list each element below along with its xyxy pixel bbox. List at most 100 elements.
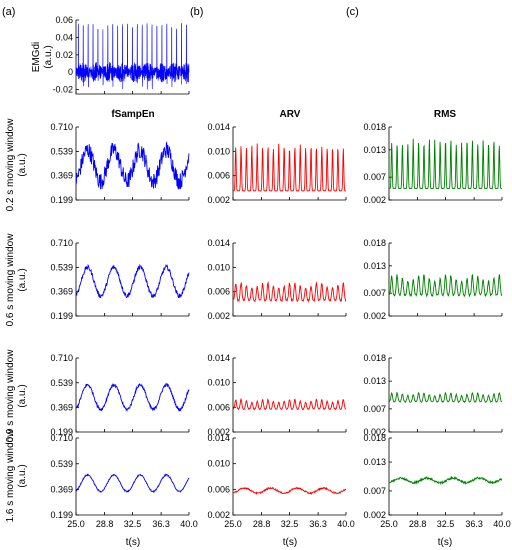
y-tick-label: 0.018 xyxy=(363,433,386,443)
x-tick-label: 28.8 xyxy=(253,519,271,529)
y-tick-label: 0.199 xyxy=(50,311,73,321)
x-tick-label: 28.8 xyxy=(96,519,114,529)
subplot-b-row1: 0.014 0.010 0.006 0.002 xyxy=(207,122,347,205)
y-tick-label: 0.010 xyxy=(207,378,230,388)
y-tick-label: 0.199 xyxy=(50,195,73,205)
x-tick-label: 36.3 xyxy=(309,519,327,529)
y-tick-label: 0.007 xyxy=(363,172,386,182)
row-ylabel-3-unit: (a.u.) xyxy=(17,384,28,407)
subplot-c-row1: 0.018 0.013 0.007 0.002 xyxy=(363,122,503,205)
series-line xyxy=(388,391,503,404)
y-tick-label: 0.002 xyxy=(207,195,230,205)
series-line xyxy=(75,140,190,190)
x-tick-label: 32.5 xyxy=(281,519,299,529)
axis-lines xyxy=(388,243,502,317)
y-tick-label: 0.002 xyxy=(207,510,230,520)
y-tick-label: 0.006 xyxy=(207,402,230,412)
y-tick-label: 0.369 xyxy=(50,484,73,494)
axis-lines xyxy=(232,438,346,516)
x-tick-label: 40.0 xyxy=(337,519,355,529)
y-tick-label: 0.007 xyxy=(363,288,386,298)
y-tick-label: 0.710 xyxy=(50,353,73,363)
xlabel-b: t(s) xyxy=(283,537,297,548)
y-tick-label: 0.002 xyxy=(207,427,230,437)
x-tick-label: 40.0 xyxy=(493,519,511,529)
panel-label-a: (a) xyxy=(2,6,15,18)
y-tick-label: 0.013 xyxy=(363,145,386,155)
row-ylabel-1-unit: (a.u.) xyxy=(17,153,28,176)
y-tick-label: 0.006 xyxy=(207,484,230,494)
y-tick-label: 0.010 xyxy=(207,262,230,272)
y-tick-label: 0.013 xyxy=(363,261,386,271)
emg-ylabel: EMGdi (a.u.) xyxy=(31,42,54,73)
y-tick-label: 0.539 xyxy=(50,146,73,156)
axis-lines xyxy=(232,243,346,317)
row-ylabel-4-text: 1.6 s moving window xyxy=(5,429,16,523)
y-tick-label: -0.02 xyxy=(52,85,73,95)
row-ylabel-4-unit: (a.u.) xyxy=(17,464,28,487)
x-tick-label: 32.5 xyxy=(124,519,142,529)
x-tick-label: 36.3 xyxy=(465,519,483,529)
y-tick-label: 0.013 xyxy=(363,457,386,467)
y-tick-label: 0.539 xyxy=(50,378,73,388)
series-line xyxy=(232,281,347,304)
x-tick-label: 28.8 xyxy=(409,519,427,529)
x-tick-label: 32.5 xyxy=(437,519,455,529)
subplot-a-row1: 0.710 0.539 0.369 0.199 xyxy=(50,122,190,205)
y-tick-label: 0.199 xyxy=(50,427,73,437)
series-line xyxy=(233,143,346,192)
y-tick-label: 0.018 xyxy=(363,122,386,132)
y-tick-label: 0.002 xyxy=(363,510,386,520)
axis-lines xyxy=(232,358,346,433)
subplot-a-emg: 0.06 0.04 0.02 0 -0.02 xyxy=(52,15,190,95)
x-tick-label: 25.0 xyxy=(224,519,242,529)
y-tick-label: 0.002 xyxy=(363,311,386,321)
y-tick-label: 0.018 xyxy=(363,238,386,248)
series-line xyxy=(388,274,503,298)
y-tick-label: 0.010 xyxy=(207,459,230,469)
axis-lines xyxy=(75,438,189,516)
series-line xyxy=(75,473,190,494)
row-ylabel-3: 0.9 s moving window (a.u.) xyxy=(5,349,28,443)
y-tick-label: 0.710 xyxy=(50,238,73,248)
row-ylabel-2: 0.6 s moving window (a.u.) xyxy=(5,233,28,327)
y-tick-label: 0.710 xyxy=(50,433,73,443)
axis-lines xyxy=(388,438,502,516)
series-line xyxy=(75,382,190,413)
y-tick-label: 0.04 xyxy=(55,32,73,42)
panel-label-b: (b) xyxy=(190,6,203,18)
y-tick-label: 0.369 xyxy=(50,402,73,412)
subplot-c-row2: 0.018 0.013 0.007 0.002 xyxy=(363,238,503,321)
y-tick-label: 0.014 xyxy=(207,238,230,248)
subplot-c-row3: 0.018 0.013 0.007 0.002 xyxy=(363,353,503,437)
column-title-rms: RMS xyxy=(434,109,457,120)
row-ylabel-1-text: 0.2 s moving window xyxy=(5,118,16,212)
y-tick-label: 0 xyxy=(68,67,73,77)
emg-ylabel-line2: (a.u.) xyxy=(43,45,54,68)
subplot-a-row3: 0.710 0.539 0.369 0.199 xyxy=(50,353,190,437)
y-tick-label: 0.014 xyxy=(207,122,230,132)
plot-grid: 0.060.040.020-0.020.7100.5390.3690.1990.… xyxy=(50,15,510,529)
axis-lines xyxy=(388,358,502,433)
y-tick-label: 0.06 xyxy=(55,15,73,25)
row-ylabel-4: 1.6 s moving window (a.u.) xyxy=(5,429,28,523)
subplot-b-row2: 0.014 0.010 0.006 0.002 xyxy=(207,238,347,321)
y-tick-label: 0.007 xyxy=(363,404,386,414)
row-ylabel-3-text: 0.9 s moving window xyxy=(5,349,16,443)
x-tick-label: 40.0 xyxy=(180,519,198,529)
y-tick-label: 0.018 xyxy=(363,353,386,363)
y-tick-label: 0.369 xyxy=(50,287,73,297)
series-line xyxy=(232,398,347,411)
y-tick-label: 0.013 xyxy=(363,376,386,386)
y-tick-label: 0.002 xyxy=(207,311,230,321)
y-tick-label: 0.02 xyxy=(55,50,73,60)
y-tick-label: 0.010 xyxy=(207,146,230,156)
y-tick-label: 0.539 xyxy=(50,459,73,469)
subplot-a-row2: 0.710 0.539 0.369 0.199 xyxy=(50,238,190,321)
x-tick-label: 36.3 xyxy=(152,519,170,529)
series-line xyxy=(388,475,503,486)
